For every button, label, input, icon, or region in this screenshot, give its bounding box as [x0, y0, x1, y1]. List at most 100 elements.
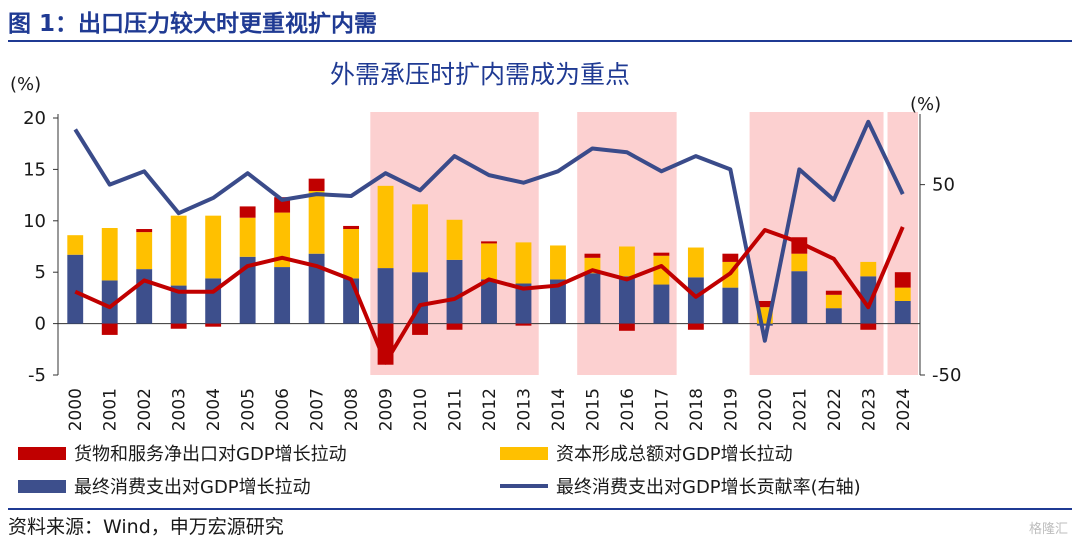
bar-segment: [377, 268, 394, 324]
bar-segment: [205, 215, 222, 279]
x-tick-label: 2015: [583, 388, 603, 431]
x-tick-label: 2003: [170, 388, 190, 431]
x-tick-label: 2018: [687, 388, 707, 431]
left-tick-label: 15: [23, 159, 46, 180]
bar-segment: [101, 323, 118, 335]
x-tick-label: 2000: [66, 388, 86, 431]
bar-segment: [239, 256, 256, 324]
bar-segment: [860, 276, 877, 324]
legend-label: 最终消费支出对GDP增长贡献率(右轴): [556, 477, 861, 498]
bar-segment: [791, 253, 808, 272]
x-tick-label: 2022: [825, 388, 845, 431]
bar-segment: [722, 253, 739, 262]
source-note: 资料来源：Wind，申万宏源研究: [8, 516, 284, 538]
bar-segment: [170, 215, 187, 286]
x-tick-label: 2002: [135, 388, 155, 431]
right-tick-label: -50: [932, 365, 961, 386]
x-tick-label: 2014: [549, 388, 569, 431]
bar-segment: [170, 323, 187, 329]
bar-segment: [687, 277, 704, 324]
x-tick-label: 2024: [894, 388, 914, 431]
bar-segment: [101, 227, 118, 281]
legend-label: 最终消费支出对GDP增长拉动: [74, 477, 311, 498]
right-tick-label: 50: [932, 175, 955, 196]
x-tick-label: 2006: [273, 388, 293, 431]
bar-segment: [170, 285, 187, 324]
bar-segment: [308, 253, 325, 324]
y-axis-left-unit: (%): [10, 74, 41, 95]
watermark: 格隆汇: [1028, 522, 1068, 537]
x-tick-label: 2008: [342, 388, 362, 431]
shaded-period: [749, 112, 884, 375]
x-tick-label: 2005: [239, 388, 259, 431]
x-tick-label: 2016: [618, 388, 638, 431]
x-tick-label: 2012: [480, 388, 500, 431]
bar-segment: [481, 243, 497, 280]
bar-segment: [343, 278, 360, 324]
bar-segment: [825, 290, 842, 295]
legend: 货物和服务净出口对GDP增长拉动 资本形成总额对GDP增长拉动最终消费支出对GDP…: [18, 444, 861, 498]
bar-segment: [894, 300, 911, 324]
x-tick-label: 2021: [790, 388, 810, 431]
x-tick-label: 2004: [204, 388, 224, 431]
bar-segment: [825, 308, 842, 324]
bar-segment: [618, 246, 635, 277]
bar-segment: [515, 242, 532, 284]
bar-segment: [515, 283, 532, 324]
bar-segment: [481, 279, 497, 324]
bar-segment: [653, 255, 670, 285]
x-tick-label: 2023: [859, 388, 879, 431]
bar-segment: [860, 323, 877, 330]
bar-segment: [205, 323, 222, 327]
left-tick-label: 0: [35, 314, 46, 335]
bar-segment: [515, 323, 532, 326]
bar-segment: [584, 253, 601, 258]
x-tick-label: 2009: [377, 388, 397, 431]
bar-segment: [101, 280, 118, 324]
consumption-contribution-line: [73, 119, 905, 343]
bar-segment: [653, 252, 670, 256]
bar-segment: [550, 279, 566, 324]
bar-segment: [308, 178, 325, 191]
shaded-period: [887, 112, 918, 375]
x-tick-label: 2020: [756, 388, 776, 431]
bar-segment: [653, 284, 670, 324]
x-tick-label: 2010: [411, 388, 431, 431]
bar-segment: [825, 294, 842, 309]
legend-label: 资本形成总额对GDP增长拉动: [556, 444, 793, 465]
left-tick-label: 10: [23, 211, 46, 232]
shaded-period: [577, 112, 677, 375]
bar-segment: [136, 229, 153, 233]
bar-segment: [412, 323, 428, 335]
chart-title: 外需承压时扩内需成为重点: [330, 60, 630, 89]
left-tick-label: 20: [23, 108, 46, 129]
bar-segment: [687, 247, 704, 278]
x-tick-label: 2017: [652, 388, 672, 431]
bar-segment: [67, 254, 84, 324]
left-tick-label: 5: [35, 262, 46, 283]
lines: [73, 119, 905, 365]
bar-segment: [722, 287, 739, 324]
x-tick-label: 2011: [446, 388, 466, 431]
bar-segment: [343, 229, 360, 279]
bar-segment: [274, 267, 291, 324]
bar-segment: [687, 323, 704, 330]
bar-segment: [136, 269, 153, 324]
x-tick-label: 2013: [514, 388, 534, 431]
title-rule: [8, 40, 1072, 42]
bar-segment: [584, 273, 601, 324]
x-tick-label: 2001: [101, 388, 121, 431]
bar-segment: [377, 185, 394, 269]
bar-segment: [791, 271, 808, 324]
bar-segment: [343, 225, 360, 230]
bar-segment: [860, 261, 877, 277]
axis-labels: 2000 2001 2002 2003 2004 2005 2006 2007 2008 2009…: [66, 388, 914, 431]
left-tick-label: -5: [28, 365, 46, 386]
bar-segment: [894, 287, 911, 301]
bar-segment: [756, 323, 773, 326]
bar-segment: [618, 276, 635, 324]
legend-swatch: [18, 447, 66, 460]
bar-segment: [550, 245, 566, 280]
